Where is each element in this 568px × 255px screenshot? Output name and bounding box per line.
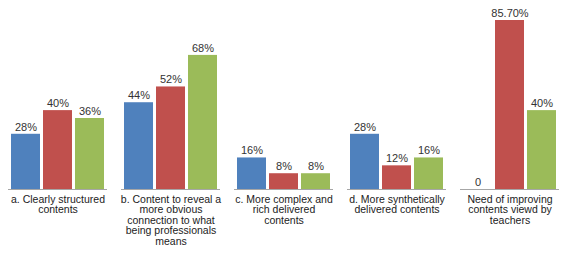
svg-text:16%: 16% — [241, 144, 263, 156]
svg-text:85.70%: 85.70% — [491, 7, 529, 19]
svg-text:28%: 28% — [15, 121, 37, 133]
svg-text:16%: 16% — [418, 144, 440, 156]
svg-text:36%: 36% — [79, 105, 101, 117]
svg-text:52%: 52% — [160, 73, 182, 85]
svg-text:8%: 8% — [308, 160, 324, 172]
svg-text:Need of improvingcontents view: Need of improvingcontents viewd byteache… — [467, 193, 552, 226]
svg-text:28%: 28% — [354, 121, 376, 133]
svg-text:12%: 12% — [386, 152, 408, 164]
svg-text:44%: 44% — [128, 89, 150, 101]
svg-text:68%: 68% — [192, 42, 214, 54]
svg-text:a. Clearly structuredcontents: a. Clearly structuredcontents — [11, 193, 105, 216]
svg-text:c. More complex andrich delive: c. More complex andrich deliveredcontent… — [235, 193, 333, 226]
svg-text:d. More syntheticallydelivered: d. More syntheticallydelivered contents — [349, 193, 445, 216]
svg-text:40%: 40% — [47, 97, 69, 109]
svg-text:40%: 40% — [531, 97, 553, 109]
svg-text:0: 0 — [475, 176, 481, 188]
svg-text:b. Content to reveal amore obv: b. Content to reveal amore obviousconnec… — [121, 193, 222, 247]
svg-text:8%: 8% — [276, 160, 292, 172]
